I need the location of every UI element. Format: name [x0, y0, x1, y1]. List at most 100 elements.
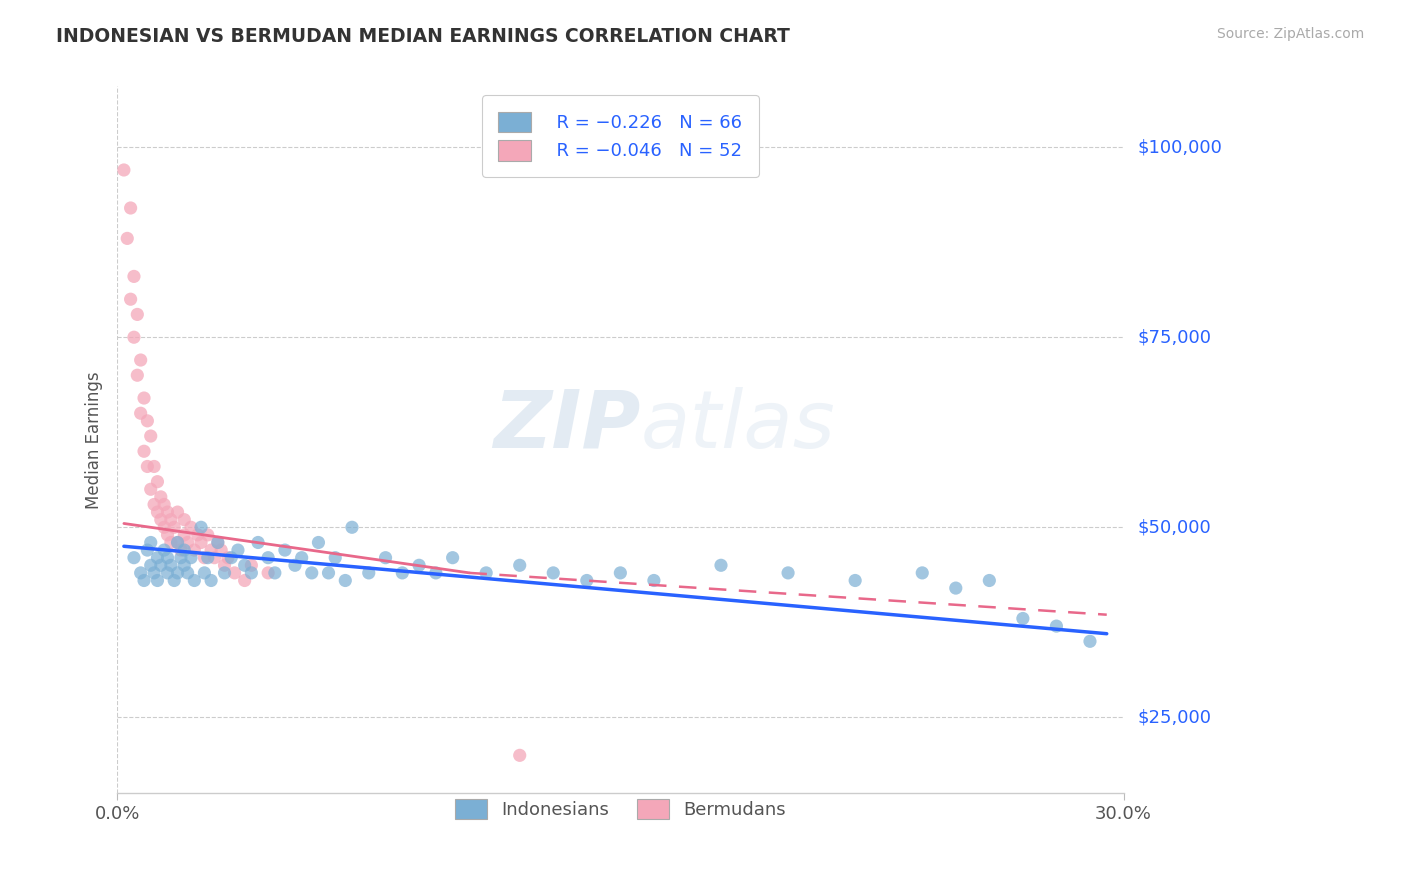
Point	[173, 558, 195, 573]
Point	[263, 566, 285, 580]
Point	[146, 550, 169, 565]
Text: $25,000: $25,000	[1137, 708, 1212, 726]
Point	[166, 535, 188, 549]
Point	[291, 550, 314, 565]
Text: $100,000: $100,000	[1137, 138, 1222, 156]
Point	[136, 459, 159, 474]
Point	[391, 566, 413, 580]
Point	[176, 535, 198, 549]
Text: atlas: atlas	[641, 387, 835, 465]
Point	[170, 543, 193, 558]
Point	[217, 550, 239, 565]
Point	[149, 490, 172, 504]
Point	[160, 535, 183, 549]
Point	[214, 558, 236, 573]
Point	[176, 566, 198, 580]
Point	[153, 498, 176, 512]
Point	[156, 566, 179, 580]
Point	[156, 550, 179, 565]
Y-axis label: Median Earnings: Median Earnings	[86, 371, 103, 508]
Point	[129, 406, 152, 420]
Point	[139, 558, 162, 573]
Point	[1012, 611, 1035, 625]
Point	[153, 543, 176, 558]
Point	[120, 201, 142, 215]
Point	[173, 513, 195, 527]
Point	[240, 558, 263, 573]
Point	[778, 566, 800, 580]
Point	[173, 543, 195, 558]
Point	[219, 550, 242, 565]
Point	[153, 520, 176, 534]
Point	[139, 429, 162, 443]
Point	[163, 574, 186, 588]
Point	[129, 353, 152, 368]
Point	[224, 566, 246, 580]
Point	[129, 566, 152, 580]
Point	[166, 535, 188, 549]
Point	[408, 558, 430, 573]
Point	[183, 543, 205, 558]
Point	[160, 513, 183, 527]
Point	[979, 574, 1001, 588]
Point	[149, 513, 172, 527]
Point	[710, 558, 733, 573]
Legend: Indonesians, Bermudans: Indonesians, Bermudans	[440, 784, 800, 834]
Point	[190, 535, 212, 549]
Point	[193, 566, 215, 580]
Point	[173, 528, 195, 542]
Text: Source: ZipAtlas.com: Source: ZipAtlas.com	[1216, 27, 1364, 41]
Point	[122, 550, 145, 565]
Point	[284, 558, 307, 573]
Point	[149, 558, 172, 573]
Point	[307, 535, 329, 549]
Point	[945, 581, 967, 595]
Point	[323, 550, 346, 565]
Point	[117, 231, 139, 245]
Point	[143, 498, 166, 512]
Point	[146, 574, 169, 588]
Point	[1078, 634, 1101, 648]
Point	[543, 566, 565, 580]
Point	[204, 550, 226, 565]
Point	[120, 292, 142, 306]
Point	[163, 520, 186, 534]
Point	[643, 574, 665, 588]
Point	[122, 269, 145, 284]
Point	[357, 566, 380, 580]
Point	[207, 535, 229, 549]
Point	[190, 520, 212, 534]
Point	[127, 368, 149, 383]
Point	[318, 566, 340, 580]
Point	[226, 543, 249, 558]
Point	[127, 307, 149, 321]
Text: INDONESIAN VS BERMUDAN MEDIAN EARNINGS CORRELATION CHART: INDONESIAN VS BERMUDAN MEDIAN EARNINGS C…	[56, 27, 790, 45]
Point	[575, 574, 598, 588]
Point	[112, 163, 135, 178]
Point	[233, 574, 256, 588]
Point	[609, 566, 631, 580]
Point	[240, 566, 263, 580]
Point	[122, 330, 145, 344]
Point	[132, 444, 155, 458]
Point	[156, 505, 179, 519]
Point	[143, 566, 166, 580]
Point	[425, 566, 447, 580]
Point	[257, 566, 280, 580]
Point	[340, 520, 363, 534]
Point	[180, 520, 202, 534]
Point	[197, 528, 219, 542]
Point	[139, 483, 162, 497]
Point	[160, 558, 183, 573]
Point	[1045, 619, 1067, 633]
Point	[146, 505, 169, 519]
Point	[301, 566, 323, 580]
Point	[193, 550, 215, 565]
Point	[274, 543, 297, 558]
Point	[166, 505, 188, 519]
Point	[170, 550, 193, 565]
Point	[183, 574, 205, 588]
Point	[197, 550, 219, 565]
Point	[257, 550, 280, 565]
Point	[247, 535, 270, 549]
